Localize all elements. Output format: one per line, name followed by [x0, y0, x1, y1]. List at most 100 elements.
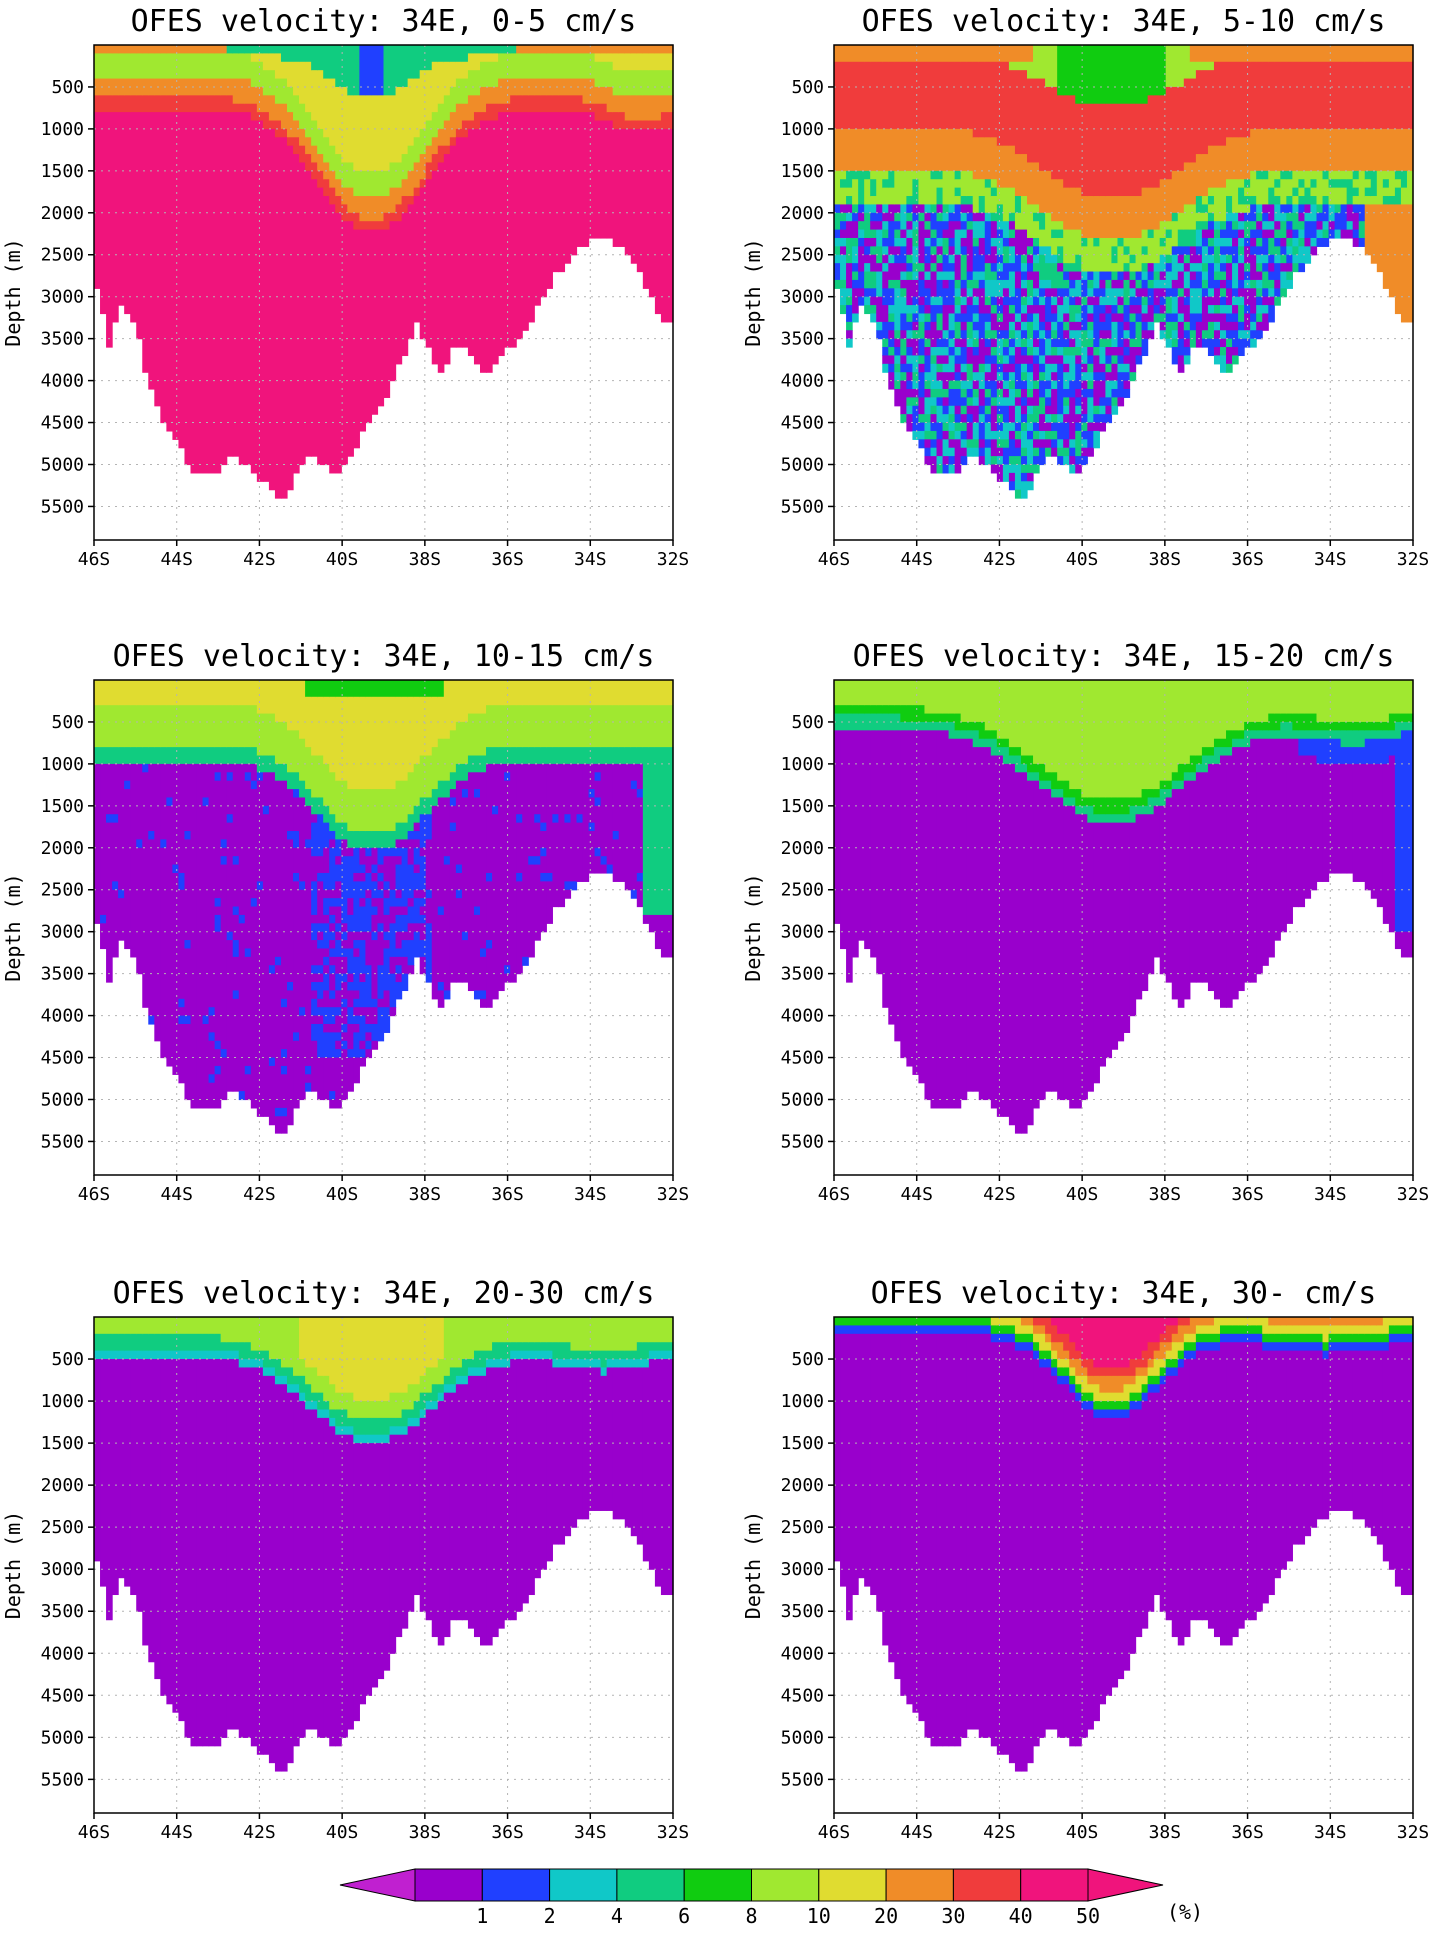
heat-cell — [1364, 730, 1372, 740]
y-tick-label: 5500 — [41, 1769, 84, 1790]
heat-cell — [443, 95, 451, 122]
heat-cell — [1274, 45, 1281, 63]
heat-cell — [1141, 1384, 1149, 1394]
heat-cell — [906, 338, 914, 348]
heat-cell — [1364, 763, 1372, 891]
x-tick-label: 34S — [574, 1184, 607, 1205]
heat-cell — [900, 355, 907, 365]
heat-cell — [1195, 61, 1203, 71]
heat-cell — [142, 95, 149, 113]
heat-cell — [1057, 414, 1064, 424]
heat-cell — [226, 931, 234, 941]
heat-cell — [1117, 271, 1125, 281]
heat-cell — [1039, 296, 1046, 306]
heat-cell — [1340, 170, 1348, 180]
heat-cell — [383, 1434, 391, 1444]
heat-cell — [347, 898, 354, 916]
heat-cell — [600, 86, 608, 105]
heat-cell — [287, 982, 294, 992]
heat-cell — [948, 405, 956, 415]
heat-cell — [1334, 1333, 1342, 1343]
heat-cell — [606, 680, 614, 706]
heat-cell — [280, 1116, 288, 1134]
heat-cell — [214, 78, 222, 96]
heat-cell — [1069, 464, 1076, 474]
heat-cell — [948, 380, 956, 390]
heat-cell — [100, 1317, 107, 1335]
heat-cell — [1020, 1342, 1028, 1352]
heat-cell — [1081, 380, 1088, 390]
heat-cell — [1310, 179, 1318, 189]
y-tick-label: 2500 — [41, 245, 84, 266]
heat-cell — [1226, 212, 1233, 222]
heat-cell — [1280, 738, 1287, 933]
heat-cell — [540, 680, 547, 706]
heat-cell — [1195, 1325, 1203, 1335]
heat-cell — [1093, 103, 1100, 197]
heat-cell — [840, 170, 847, 180]
heat-cell — [1207, 263, 1215, 289]
heat-cell — [936, 313, 944, 331]
y-tick-label: 2000 — [41, 1475, 84, 1496]
heat-cell — [900, 263, 907, 273]
heat-cell — [1039, 78, 1046, 172]
heat-cell — [232, 103, 240, 113]
heat-cell — [642, 128, 650, 289]
heat-cell — [154, 95, 161, 113]
heat-cell — [1027, 772, 1034, 782]
heat-cell — [1322, 738, 1330, 765]
heat-cell — [311, 856, 318, 882]
heat-cell — [936, 61, 944, 130]
heat-cell — [972, 721, 980, 731]
heat-cell — [323, 1057, 330, 1101]
heat-cell — [94, 53, 101, 80]
heat-cell — [648, 914, 656, 933]
heat-cell — [996, 738, 1004, 748]
heat-cell — [1045, 439, 1052, 449]
heat-cell — [1316, 1317, 1324, 1327]
heat-cell — [1147, 305, 1155, 323]
heat-cell — [1111, 1392, 1119, 1402]
heat-cell — [1177, 170, 1185, 214]
heat-cell — [840, 1325, 847, 1335]
heat-cell — [377, 696, 385, 790]
heat-cell — [1117, 103, 1125, 197]
heat-cell — [383, 696, 391, 790]
heat-cell — [1063, 338, 1070, 348]
heat-cell — [1141, 805, 1149, 815]
heat-cell — [1316, 1350, 1324, 1520]
heat-cell — [594, 1350, 602, 1360]
heat-cell — [1189, 204, 1197, 231]
heat-cell — [510, 1350, 517, 1360]
heat-cell — [1008, 388, 1016, 407]
heat-cell — [1027, 680, 1034, 757]
heat-cell — [942, 372, 950, 390]
heat-cell — [540, 95, 547, 113]
colorbar-label: 6 — [678, 1904, 690, 1928]
heat-cell — [449, 45, 457, 63]
heat-cell — [1298, 196, 1306, 206]
heat-cell — [1298, 1333, 1306, 1343]
heat-cell — [1002, 355, 1010, 365]
heat-cell — [888, 363, 895, 373]
heat-cell — [528, 763, 535, 857]
heat-cell — [1087, 1409, 1094, 1730]
heat-cell — [401, 1434, 409, 1629]
heat-cell — [894, 221, 901, 231]
heat-cell — [347, 680, 354, 698]
heat-cell — [1316, 1325, 1324, 1335]
heat-cell — [136, 1359, 143, 1612]
heat-cell — [305, 61, 312, 113]
heat-cell — [1141, 338, 1149, 357]
heat-cell — [534, 1359, 541, 1579]
heat-cell — [1406, 61, 1414, 130]
heat-cell — [1250, 254, 1257, 281]
heat-cell — [1280, 221, 1287, 239]
heat-cell — [1226, 1317, 1233, 1327]
heat-cell — [642, 53, 650, 71]
heat-cell — [1177, 355, 1185, 373]
heat-cell — [1105, 305, 1113, 315]
heat-cell — [600, 61, 608, 88]
heat-cell — [510, 1342, 517, 1352]
heat-cell — [166, 1333, 174, 1352]
